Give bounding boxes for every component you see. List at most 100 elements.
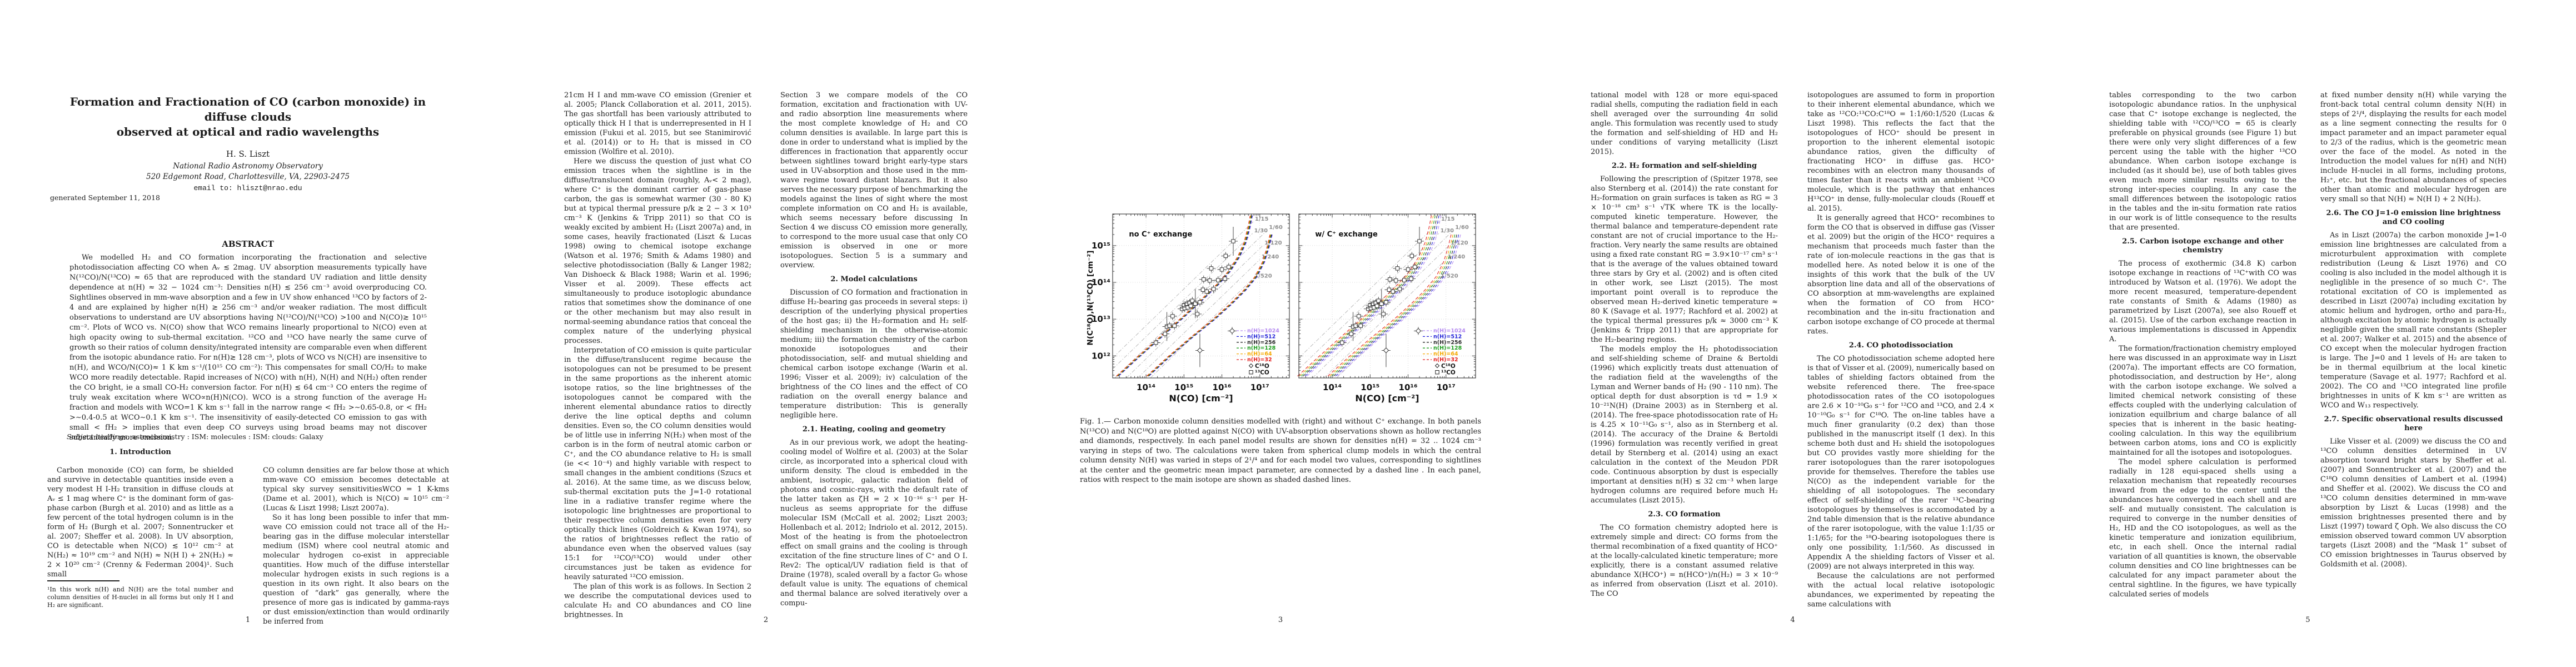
section-heading: 2. Model calculations	[830, 275, 918, 283]
svg-text:N(CO) [cm⁻²]: N(CO) [cm⁻²]	[1169, 393, 1233, 404]
svg-text:10¹⁵: 10¹⁵	[1361, 382, 1379, 392]
paragraph: Discussion of CO formation and fractiona…	[780, 288, 968, 420]
page-2-column-1: 21cm H I and mm-wave CO emission (Grenie…	[564, 91, 751, 620]
svg-text:1/520: 1/520	[1254, 273, 1272, 279]
svg-text:1/60: 1/60	[1269, 225, 1283, 231]
abstract-heading: ABSTRACT	[222, 239, 274, 249]
section-heading: 2.2. H₂ formation and self-shielding	[1611, 162, 1757, 170]
svg-text:n(H)=32: n(H)=32	[1247, 357, 1272, 363]
page-1: Formation and Fractionation of CO (carbo…	[22, 0, 484, 667]
svg-text:1/240: 1/240	[1448, 254, 1466, 260]
author-affiliation: National Radio Astronomy Observatory	[173, 162, 323, 171]
page-5-column-1: tables corresponding to the two carbon i…	[2109, 91, 2296, 599]
svg-text:10¹³: 10¹³	[1092, 314, 1110, 324]
paragraph: The models employ the H₂ photodissociati…	[1591, 345, 1778, 505]
svg-text:10¹⁵: 10¹⁵	[1174, 382, 1193, 392]
author-name: H. S. Liszt	[226, 149, 270, 159]
svg-text:n(H)=256: n(H)=256	[1247, 340, 1276, 346]
paragraph: Interpretation of CO emission is quite p…	[564, 346, 751, 581]
paragraph: The CO photodissociation scheme adopted …	[1807, 355, 1995, 571]
svg-text:n(H)=1024: n(H)=1024	[1433, 328, 1466, 334]
svg-text:C¹⁸O: C¹⁸O	[1441, 363, 1456, 370]
svg-text:10¹²: 10¹²	[1092, 351, 1110, 361]
page-5: tables corresponding to the two carbon i…	[2087, 0, 2532, 667]
svg-text:10¹⁴: 10¹⁴	[1323, 382, 1342, 392]
page-2: 21cm H I and mm-wave CO emission (Grenie…	[542, 0, 986, 667]
svg-text:10¹⁵: 10¹⁵	[1092, 241, 1110, 251]
svg-text:1/15: 1/15	[1441, 216, 1455, 222]
svg-text:1/240: 1/240	[1262, 254, 1279, 260]
page-1-number: 1	[245, 616, 251, 624]
subject-label: Subject headings:	[67, 432, 130, 441]
abstract-text: We modelled H₂ and CO formation incorpor…	[69, 253, 427, 442]
svg-text:n(H)=128: n(H)=128	[1433, 345, 1462, 351]
paragraph: Here we discuss the question of just wha…	[564, 157, 751, 345]
paragraph: Like Visser et al. (2009) we discuss the…	[2320, 437, 2507, 569]
generated-date: generated September 11, 2018	[50, 193, 160, 202]
svg-text:¹³CO: ¹³CO	[1255, 370, 1269, 376]
paragraph: Following the prescription of (Spitzer 1…	[1591, 175, 1778, 344]
page-1-column-2: CO column densities are far below those …	[263, 466, 449, 626]
section-heading: 2.4. CO photodissociation	[1848, 341, 1954, 350]
svg-text:10¹⁷: 10¹⁷	[1437, 382, 1456, 392]
page-4-column-1: tational model with 128 or more equi-spa…	[1591, 91, 1778, 599]
paragraph: As in Liszt (2007a) the carbon monoxide …	[2320, 231, 2507, 410]
svg-text:N(CO) [cm⁻²]: N(CO) [cm⁻²]	[1355, 393, 1419, 404]
paragraph: tational model with 128 or more equi-spa…	[1591, 91, 1778, 156]
figure-plot: 1/15 1/30 1/60 1/120 1/240 1/520 10¹⁴ 10¹⁵ 10¹⁶ 1…	[1085, 210, 1479, 406]
paragraph: CO column densities are far below those …	[263, 466, 449, 512]
paragraph: The model sphere calculation is performe…	[2109, 458, 2296, 599]
page-4: tational model with 128 or more equi-spa…	[1567, 0, 2017, 667]
section-heading: 2.5. Carbon isotope exchange and other c…	[2122, 237, 2284, 255]
page-5-number: 5	[2305, 616, 2310, 624]
page-5-column-2: at fixed number density n(H) while varyi…	[2320, 91, 2507, 569]
paragraph: The process of exothermic (34.8 K) carbo…	[2109, 260, 2296, 344]
paragraph: As in our previous work, we adopt the he…	[780, 439, 968, 608]
paragraph: The CO formation chemistry adopted here …	[1591, 524, 1778, 598]
svg-text:n(H)=64: n(H)=64	[1433, 351, 1458, 357]
svg-text:C¹⁸O: C¹⁸O	[1255, 363, 1269, 370]
page-2-number: 2	[763, 616, 769, 624]
paragraph: Carbon monoxide (CO) can form, be shield…	[47, 466, 233, 579]
subject-headings: Subject headings: astrochemistry : ISM: …	[67, 432, 434, 441]
author-address: 520 Edgemont Road, Charlottesville, VA, …	[146, 172, 350, 181]
footnote-rule	[47, 580, 119, 581]
section-heading: 2.1. Heating, cooling and geometry	[802, 425, 946, 434]
svg-text:10¹⁴: 10¹⁴	[1092, 277, 1110, 287]
svg-text:10¹⁶: 10¹⁶	[1213, 382, 1232, 392]
page-2-column-2: Section 3 we compare models of the CO fo…	[780, 91, 968, 608]
page-1-column-1: Carbon monoxide (CO) can form, be shield…	[47, 466, 233, 579]
paragraph: The plan of this work is as follows. In …	[564, 583, 751, 619]
svg-text:1/15: 1/15	[1255, 216, 1269, 222]
page-3: 1/15 1/30 1/60 1/120 1/240 1/520 10¹⁴ 10¹⁵ 10¹⁶ 1…	[1042, 0, 1514, 667]
subject-content: astrochemistry : ISM: molecules : ISM: c…	[129, 432, 323, 441]
svg-text:1/30: 1/30	[1441, 228, 1454, 234]
paragraph: The formation/fractionation chemistry em…	[2109, 345, 2296, 457]
page-3-number: 3	[1278, 616, 1283, 624]
svg-text:10¹⁶: 10¹⁶	[1399, 382, 1418, 392]
svg-text:n(H)=64: n(H)=64	[1247, 351, 1272, 357]
svg-text:n(H)=512: n(H)=512	[1433, 334, 1462, 340]
section-heading: 2.6. The CO J=1-0 emission line brightne…	[2326, 209, 2501, 226]
svg-text:n(H)=512: n(H)=512	[1247, 334, 1275, 340]
svg-text:1/60: 1/60	[1455, 225, 1469, 231]
paragraph: at fixed number density n(H) while varyi…	[2320, 91, 2507, 203]
svg-text:1/520: 1/520	[1441, 273, 1458, 279]
svg-text:1/120: 1/120	[1451, 240, 1468, 246]
page-4-number: 4	[1790, 616, 1795, 624]
footnote: ¹In this work n(H) and N(H) are the tota…	[47, 586, 233, 609]
svg-text:no C⁺ exchange: no C⁺ exchange	[1129, 230, 1192, 238]
figure-caption: Fig. 1.— Carbon monoxide column densitie…	[1080, 417, 1481, 484]
svg-text:1/30: 1/30	[1254, 228, 1268, 234]
svg-text:¹³CO: ¹³CO	[1441, 370, 1456, 376]
paragraph: So it has long been possible to infer th…	[263, 514, 449, 626]
title-line-2: observed at optical and radio wavelength…	[116, 125, 380, 138]
paragraph: Because the calculations are not perform…	[1807, 572, 1995, 609]
section-heading: 2.3. CO formation	[1648, 510, 1721, 519]
page-4-column-2: isotopologues are assumed to form in pro…	[1807, 91, 1995, 609]
author-email: email to: hliszt@nrao.edu	[193, 184, 302, 192]
svg-text:N(C¹⁸O),N(¹³CO) [cm⁻²]: N(C¹⁸O),N(¹³CO) [cm⁻²]	[1086, 251, 1095, 346]
section-1-heading: 1. Introduction	[109, 448, 171, 456]
